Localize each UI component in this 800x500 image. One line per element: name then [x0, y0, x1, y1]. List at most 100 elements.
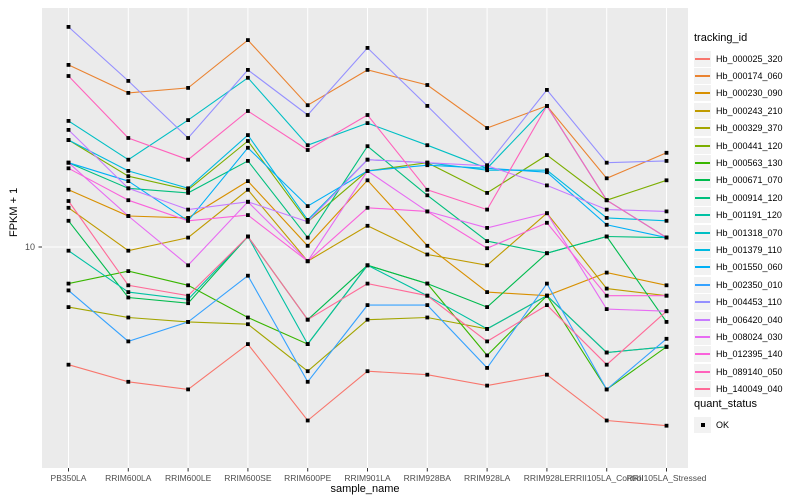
data-point — [305, 219, 310, 224]
data-point — [425, 163, 430, 168]
data-point — [485, 168, 489, 173]
data-point — [305, 148, 310, 152]
tracking-id-legend: tracking_id Hb_000025_320 Hb_000174_060 Hb… — [694, 32, 783, 398]
data-point — [126, 339, 131, 344]
legend-key-swatch — [694, 381, 711, 398]
legend-item-Hb_000329_370: Hb_000329_370 — [694, 120, 783, 137]
legend-label: Hb_140049_040 — [716, 384, 783, 395]
legend-label: Hb_000174_060 — [716, 71, 783, 82]
y-tick-label: 10 — [25, 242, 35, 252]
data-point — [305, 317, 310, 322]
legend-item-Hb_001550_060: Hb_001550_060 — [694, 259, 783, 276]
legend-key-swatch — [694, 346, 711, 363]
legend-item-Hb_000671_070: Hb_000671_070 — [694, 172, 783, 189]
data-point — [66, 362, 71, 367]
legend-color-line — [695, 353, 710, 356]
data-point — [305, 342, 310, 346]
legend-color-line — [695, 57, 710, 60]
legend-items: Hb_000025_320 Hb_000174_060 Hb_000230_090 H… — [694, 50, 783, 398]
data-point — [485, 126, 489, 130]
data-point — [186, 235, 190, 240]
data-point — [246, 109, 250, 113]
data-point — [664, 336, 669, 341]
data-point — [305, 204, 310, 208]
data-point — [186, 216, 190, 220]
data-point — [246, 75, 250, 80]
x-tick-label: RRIM928LE — [524, 473, 571, 483]
data-point — [604, 160, 609, 165]
data-point — [186, 136, 190, 140]
data-point — [66, 205, 71, 210]
legend-item-Hb_000174_060: Hb_000174_060 — [694, 67, 783, 85]
data-point — [246, 273, 250, 278]
x-tick-label: RRII105LA_Control — [570, 473, 644, 483]
data-point — [545, 220, 549, 225]
data-point — [66, 25, 71, 29]
data-point — [604, 362, 609, 367]
y-axis-title: FPKM + 1 — [8, 187, 20, 237]
legend-label: Hb_004453_110 — [716, 297, 782, 308]
data-point — [604, 307, 609, 311]
data-point — [365, 281, 370, 286]
data-point — [425, 143, 430, 148]
legend-label: Hb_001318_070 — [716, 227, 783, 238]
data-point — [545, 170, 549, 175]
x-tick-label: RRIM600SE — [224, 473, 272, 483]
data-point — [365, 178, 370, 183]
legend-key-swatch — [694, 259, 711, 276]
legend-key-swatch — [694, 363, 711, 380]
data-point — [186, 263, 190, 268]
data-point — [604, 418, 609, 423]
data-point — [186, 207, 190, 212]
data-point — [246, 187, 250, 192]
legend-key-swatch — [694, 172, 711, 189]
x-tick-label: PB350LA — [51, 473, 87, 483]
data-point — [664, 423, 669, 428]
legend-key-swatch — [694, 50, 711, 67]
legend-label: Hb_000243_210 — [716, 105, 783, 116]
data-point — [545, 372, 549, 377]
data-point — [305, 369, 310, 374]
data-point — [66, 63, 71, 67]
legend-color-line — [695, 179, 710, 182]
legend-label: Hb_000914_120 — [716, 192, 783, 203]
data-point — [186, 218, 190, 223]
black-square-marker-icon — [700, 422, 705, 427]
data-point — [126, 269, 131, 273]
data-point — [485, 339, 489, 344]
quant-status-legend-title: quant_status — [694, 398, 757, 410]
legend-color-line — [695, 388, 710, 391]
legend-color-line — [695, 144, 710, 147]
quant-status-item: OK — [694, 416, 757, 433]
data-point — [664, 218, 669, 223]
data-point — [66, 199, 71, 203]
data-point — [485, 226, 489, 230]
data-point — [365, 157, 370, 162]
data-point — [186, 86, 190, 90]
legend-label: Hb_000230_090 — [716, 88, 783, 99]
data-point — [485, 239, 489, 243]
data-point — [365, 317, 370, 322]
data-point — [365, 68, 370, 72]
legend-key-swatch — [694, 294, 711, 311]
data-point — [604, 216, 609, 220]
legend-color-line — [695, 75, 710, 78]
data-point — [126, 214, 131, 218]
data-point — [365, 303, 370, 307]
legend-item-Hb_002350_010: Hb_002350_010 — [694, 276, 783, 293]
data-point — [246, 213, 250, 217]
legend-color-line — [695, 266, 710, 269]
data-point — [305, 113, 310, 117]
legend-label: Hb_000563_130 — [716, 158, 783, 169]
data-point — [186, 157, 190, 162]
legend-color-line — [695, 196, 710, 199]
data-point — [305, 103, 310, 108]
data-point — [604, 350, 609, 355]
legend-label: Hb_089140_050 — [716, 366, 783, 377]
data-point — [66, 138, 71, 142]
legend-label: Hb_008024_030 — [716, 331, 783, 342]
data-point — [66, 187, 71, 192]
data-point — [604, 198, 609, 203]
data-point — [664, 293, 669, 298]
x-tick-label: RRIM600LA — [105, 473, 152, 483]
